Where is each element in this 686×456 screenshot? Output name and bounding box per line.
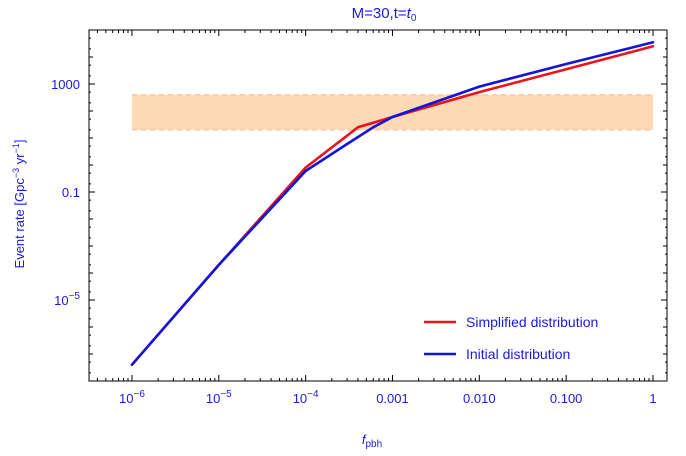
x-axis-tick-labels: 10−6 10−5 10−4 0.001 0.010 0.100 1	[119, 389, 657, 406]
y-tick-label: 10−5	[54, 291, 80, 308]
x-axis-label: fpbh	[362, 432, 382, 450]
x-tick-label: 10−4	[293, 389, 319, 406]
x-tick-label: 0.001	[376, 391, 409, 406]
x-tick-label: 0.100	[550, 391, 583, 406]
legend-label-2: Initial distribution	[466, 346, 570, 362]
series-lines	[130, 40, 655, 367]
x-tick-label: 1	[649, 391, 656, 406]
chart-title: M=30,t=t0	[352, 5, 417, 24]
series-line-2	[130, 40, 655, 367]
y-tick-label: 0.1	[62, 185, 80, 200]
x-tick-label: 0.010	[463, 391, 496, 406]
y-tick-label: 1000	[51, 77, 80, 92]
confidence-band	[131, 94, 653, 131]
x-tick-label: 10−6	[119, 389, 145, 406]
y-axis-ticks	[89, 29, 667, 382]
plot-frame	[88, 29, 668, 382]
y-axis-label: Event rate [Gpc−3 yr−1]	[11, 140, 27, 269]
legend: Simplified distribution Initial distribut…	[424, 314, 598, 362]
band-fill	[131, 94, 653, 130]
x-tick-label: 10−5	[206, 389, 232, 406]
x-axis-ticks	[96, 30, 654, 381]
y-axis-tick-labels: 10−5 0.1 1000	[51, 77, 80, 308]
legend-label-1: Simplified distribution	[466, 314, 598, 330]
